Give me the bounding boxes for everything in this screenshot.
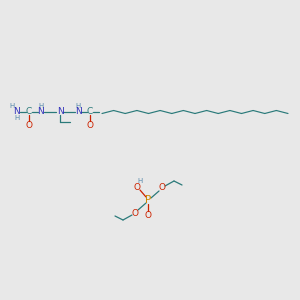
Text: O: O <box>134 182 140 191</box>
Text: C: C <box>87 107 93 116</box>
Text: H: H <box>75 103 81 109</box>
Text: O: O <box>145 211 152 220</box>
Text: N: N <box>38 107 44 116</box>
Text: O: O <box>26 121 32 130</box>
Text: O: O <box>158 184 166 193</box>
Text: N: N <box>14 107 20 116</box>
Text: H: H <box>137 178 142 184</box>
Text: O: O <box>86 121 94 130</box>
Text: P: P <box>145 195 151 205</box>
Text: H: H <box>9 103 15 109</box>
Text: O: O <box>131 208 139 217</box>
Text: H: H <box>14 115 20 121</box>
Text: C: C <box>26 107 32 116</box>
Text: H: H <box>38 103 43 109</box>
Text: N: N <box>57 107 63 116</box>
Text: N: N <box>75 107 81 116</box>
